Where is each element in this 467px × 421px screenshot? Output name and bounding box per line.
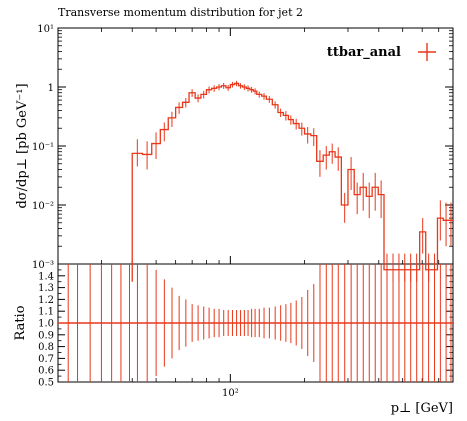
legend-label: ttbar_anal [327, 45, 401, 60]
x-ticks: 10² [57, 28, 454, 399]
ratio-y-tick-label: 0.8 [38, 342, 54, 353]
main-y-tick-label: 10⁻³ [32, 260, 54, 271]
ratio-y-tick-label: 0.7 [38, 354, 54, 365]
main-y-tick-label: 10¹ [37, 24, 54, 35]
x-tick-label: 10² [222, 388, 239, 399]
ratio-y-tick-label: 1.3 [38, 283, 54, 294]
main-y-ticks: 10¹ 1 10⁻¹ 10⁻² 10⁻³ [32, 24, 453, 271]
main-y-tick-label: 10⁻¹ [32, 142, 54, 153]
ratio-series-group [58, 264, 453, 382]
ratio-y-tick-label: 0.5 [38, 378, 54, 389]
ratio-y-tick-label: 0.9 [38, 330, 54, 341]
ratio-y-tick-label: 1.1 [38, 307, 54, 318]
ratio-y-tick-label: 1.4 [38, 271, 54, 282]
main-y-tick-label: 1 [48, 83, 54, 94]
main-histogram-step-line [131, 82, 453, 282]
ratio-y-tick-label: 1.0 [38, 319, 54, 330]
legend: ttbar_anal [327, 43, 436, 61]
ratio-y-ticks: 1.41.31.21.11.00.90.80.70.60.5 [38, 269, 453, 389]
main-plot-frame [57, 27, 454, 265]
ratio-y-tick-label: 0.6 [38, 366, 54, 377]
x-axis-label: p⊥ [GeV] [391, 401, 453, 416]
main-y-axis-label: dσ/dp⊥ [pb GeV⁻¹] [15, 83, 30, 208]
chart-title: Transverse momentum distribution for jet… [58, 6, 303, 19]
ratio-y-axis-label: Ratio [13, 305, 28, 340]
main-series-group [131, 80, 453, 282]
ratio-y-tick-label: 1.2 [38, 295, 54, 306]
main-y-tick-label: 10⁻² [32, 201, 54, 212]
